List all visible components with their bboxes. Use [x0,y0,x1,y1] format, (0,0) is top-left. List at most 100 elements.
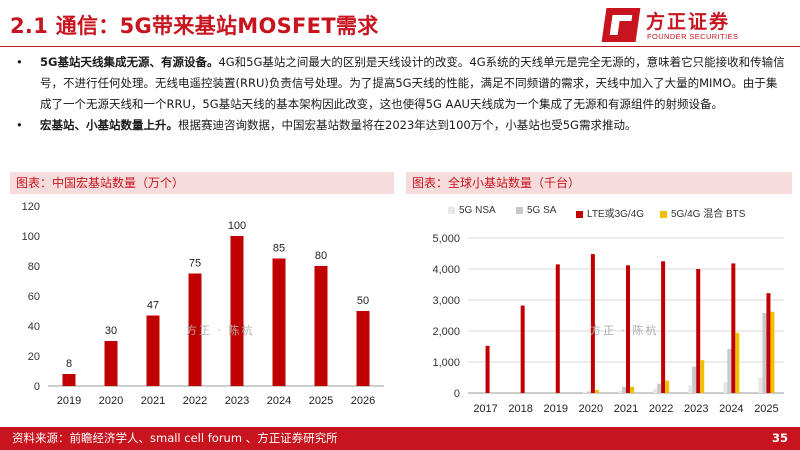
bar [104,341,118,386]
bullet-text: 4G和5G基站之间最大的区别是天线设计的改变。4G系统的天线单元是完全无源的，意… [40,55,785,111]
legend-item: LTE或3G/4G [576,205,644,220]
y-tick-label: 80 [28,261,40,273]
bar [555,264,560,393]
bar [770,311,775,393]
bar [758,377,763,393]
legend-item: 5G SA [516,205,556,216]
bar [735,332,740,393]
bar [661,261,666,393]
data-label: 100 [228,220,246,232]
data-label: 75 [189,258,201,270]
x-tick-label: 2023 [684,403,708,415]
title-divider [0,46,800,47]
brand-logo: 方正证券 FOUNDER SECURITIES [601,6,794,44]
x-tick-label: 2022 [183,395,207,407]
bar [618,390,622,393]
bullet-item: • 5G基站天线集成无源、有源设备。4G和5G基站之间最大的区别是天线设计的改变… [14,52,786,115]
data-label: 47 [147,300,159,312]
data-label: 80 [315,250,327,262]
left-chart-heading: 图表：中国宏基站数量（万个） [10,172,394,194]
bullet-marker: • [16,55,23,69]
watermark-right: 方正 · 陈杭 [590,324,659,337]
footer-bar: 资料来源：前瞻经济学人、small cell forum 、方正证券研究所 35 [0,427,800,450]
legend-label: 5G NSA [459,205,496,216]
bar [485,345,490,393]
legend-label: 5G SA [527,205,557,216]
bar [657,383,662,393]
x-tick-label: 2017 [473,403,497,415]
x-tick-label: 2019 [544,403,568,415]
bar [688,385,693,393]
bullet-lead: 5G基站天线集成无源、有源设备。 [40,55,219,69]
bullet-lead: 宏基站、小基站数量上升。 [40,118,178,132]
bar [230,236,244,386]
bar [766,293,771,393]
slide-title: 2.1 通信：5G带来基站MOSFET需求 [10,14,379,38]
bar [356,311,370,386]
bar [590,254,595,393]
right-chart-heading: 图表：全球小基站数量（千台） [406,172,792,194]
bar [692,366,697,393]
small-cell-chart: 0 1,000 2,000 3,000 4,000 5,000 2017 2018 2019 20… [406,196,792,422]
bar [62,374,76,386]
y-tick-label: 5,000 [432,233,460,245]
bar [622,386,626,393]
x-tick-label: 2020 [99,395,123,407]
y-tick-label: 120 [22,201,40,213]
data-label: 30 [105,325,117,337]
x-tick-label: 2022 [649,403,673,415]
bullet-marker: • [16,118,23,132]
bar [314,266,328,386]
legend-swatch [576,210,583,218]
legend-swatch [448,206,455,214]
x-tick-label: 2024 [267,395,291,407]
bar [146,315,160,386]
data-label: 85 [273,243,285,255]
x-tick-label: 2026 [351,395,375,407]
source-note: 资料来源：前瞻经济学人、small cell forum 、方正证券研究所 [12,431,338,445]
legend-label: LTE或3G/4G [587,209,645,220]
x-tick-label: 2021 [614,403,638,415]
y-tick-label: 60 [28,291,40,303]
bar [731,263,736,393]
bar [188,273,202,386]
bar [626,265,630,393]
bar [594,389,599,393]
bar [700,360,705,393]
watermark-left: 方正 · 陈杭 [186,324,255,337]
logo-chinese-name: 方正证券 [646,11,731,33]
logo-english-name: FOUNDER SECURITIES [647,32,739,41]
x-tick-label: 2020 [579,403,603,415]
legend-label: 5G/4G 混合 BTS [671,209,746,220]
bar [762,313,767,393]
y-tick-label: 40 [28,321,40,333]
y-tick-label: 0 [34,381,40,393]
y-tick-label: 0 [454,388,460,400]
y-tick-label: 4,000 [432,264,460,276]
bar [665,380,670,393]
bullet-text: 根据赛迪咨询数据，中国宏基站数量将在2023年达到100万个，小基站也受5G需求… [178,118,637,132]
x-tick-label: 2021 [141,395,165,407]
bullet-item: • 宏基站、小基站数量上升。根据赛迪咨询数据，中国宏基站数量将在2023年达到1… [14,115,786,136]
bar [696,269,701,393]
y-tick-label: 100 [22,231,40,243]
y-tick-label: 2,000 [432,326,460,338]
y-tick-label: 1,000 [432,357,460,369]
data-label: 8 [66,358,72,370]
y-tick-label: 20 [28,351,40,363]
x-tick-label: 2018 [508,403,532,415]
x-tick-label: 2024 [719,403,743,415]
y-tick-label: 3,000 [432,295,460,307]
page-number: 35 [771,431,788,445]
x-tick-label: 2025 [754,403,778,415]
bar [582,392,587,393]
bar [586,391,591,393]
legend-swatch [516,206,523,214]
macro-bar-chart-svg: 0 20 40 60 80 100 120 8 2019 30 2020 47 2021 75 2022 10… [22,201,384,407]
bar [520,305,525,393]
bullet-list: • 5G基站天线集成无源、有源设备。4G和5G基站之间最大的区别是天线设计的改变… [14,52,786,136]
logo-mark-icon [601,8,641,42]
data-label: 50 [357,295,369,307]
bar [653,388,658,393]
small-cell-bar-chart-svg: 0 1,000 2,000 3,000 4,000 5,000 2017 2018 2019 20… [432,233,784,415]
